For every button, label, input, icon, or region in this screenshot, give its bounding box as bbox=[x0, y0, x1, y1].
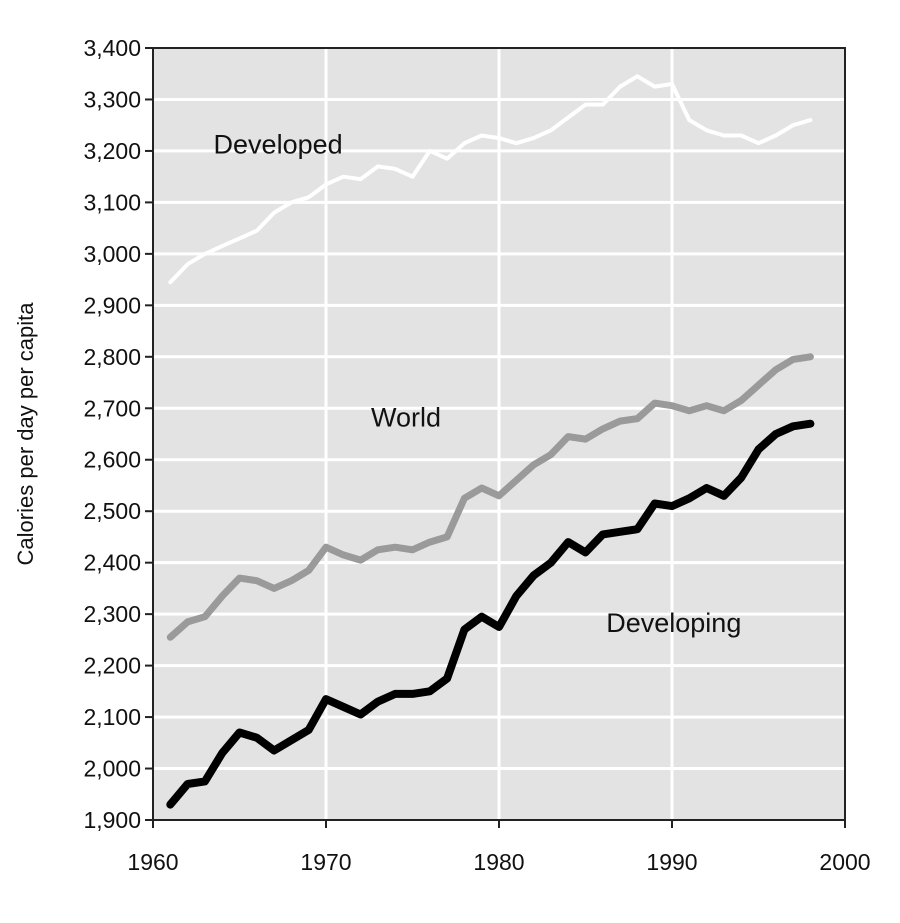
series-labels: Developed World Developing bbox=[214, 130, 742, 639]
y-tick-label: 2,600 bbox=[83, 447, 141, 473]
series-label-developed: Developed bbox=[214, 130, 343, 160]
y-tick-label: 2,700 bbox=[83, 395, 141, 421]
y-tick-label: 2,400 bbox=[83, 550, 141, 576]
y-tick-label: 3,200 bbox=[83, 138, 141, 164]
y-axis-title: Calories per day per capita bbox=[13, 302, 38, 566]
x-axis-ticks: 1960 1970 1980 1990 2000 bbox=[127, 820, 871, 875]
x-tick-label: 1990 bbox=[646, 849, 697, 875]
series-label-world: World bbox=[371, 402, 441, 432]
grid bbox=[154, 49, 844, 819]
x-tick-label: 1980 bbox=[473, 849, 524, 875]
x-tick-label: 2000 bbox=[819, 849, 870, 875]
series-lines bbox=[166, 74, 815, 809]
y-tick-label: 2,300 bbox=[83, 601, 141, 627]
y-tick-label: 2,100 bbox=[83, 704, 141, 730]
series-line-world bbox=[166, 353, 814, 641]
series-label-developing: Developing bbox=[606, 608, 741, 638]
y-tick-label: 3,400 bbox=[83, 35, 141, 61]
y-axis-ticks: 1,900 2,000 2,100 2,200 2,300 2,400 2,500 2,600… bbox=[83, 35, 153, 833]
y-tick-label: 3,100 bbox=[83, 189, 141, 215]
y-tick-label: 2,900 bbox=[83, 292, 141, 318]
y-tick-label: 2,500 bbox=[83, 498, 141, 524]
x-tick-label: 1960 bbox=[127, 849, 178, 875]
y-tick-label: 2,200 bbox=[83, 653, 141, 679]
y-tick-label: 2,000 bbox=[83, 756, 141, 782]
y-tick-label: 1,900 bbox=[83, 807, 141, 833]
series-line-developed bbox=[168, 74, 813, 285]
series-line-developing bbox=[166, 419, 815, 809]
x-tick-label: 1970 bbox=[300, 849, 351, 875]
y-tick-label: 3,000 bbox=[83, 241, 141, 267]
y-tick-label: 3,300 bbox=[83, 86, 141, 112]
y-tick-label: 2,800 bbox=[83, 344, 141, 370]
